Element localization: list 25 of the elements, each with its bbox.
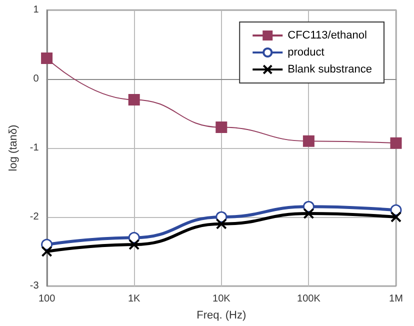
point (216, 218, 227, 230)
point (128, 94, 140, 106)
x-tick-label: 10K (212, 294, 231, 304)
point (390, 137, 402, 149)
y-tick-label: 1 (33, 4, 40, 16)
point (41, 246, 52, 257)
point (128, 239, 140, 250)
y-tick-label: 0 (33, 74, 40, 84)
x-tick-label: 1M (389, 294, 403, 304)
y-tick-label: -1 (30, 142, 40, 154)
point (302, 135, 314, 147)
x-tick-label: 100 (38, 294, 56, 304)
y-tick-label: -3 (30, 280, 40, 292)
legend-label: CFC113/ethanol (288, 30, 367, 42)
point (216, 122, 228, 134)
x-axis-title: Freq. (Hz) (196, 310, 246, 322)
legend-label: Blank substrance (288, 64, 372, 76)
legend-label: product (288, 46, 324, 58)
point (303, 208, 314, 220)
x-tick-label: 100K (297, 294, 321, 304)
x-tick-label: 1K (128, 294, 141, 304)
y-axis-title: log (tanδ) (8, 124, 20, 172)
y-tick-label: -2 (30, 212, 40, 222)
point (390, 212, 402, 222)
point (41, 52, 53, 64)
